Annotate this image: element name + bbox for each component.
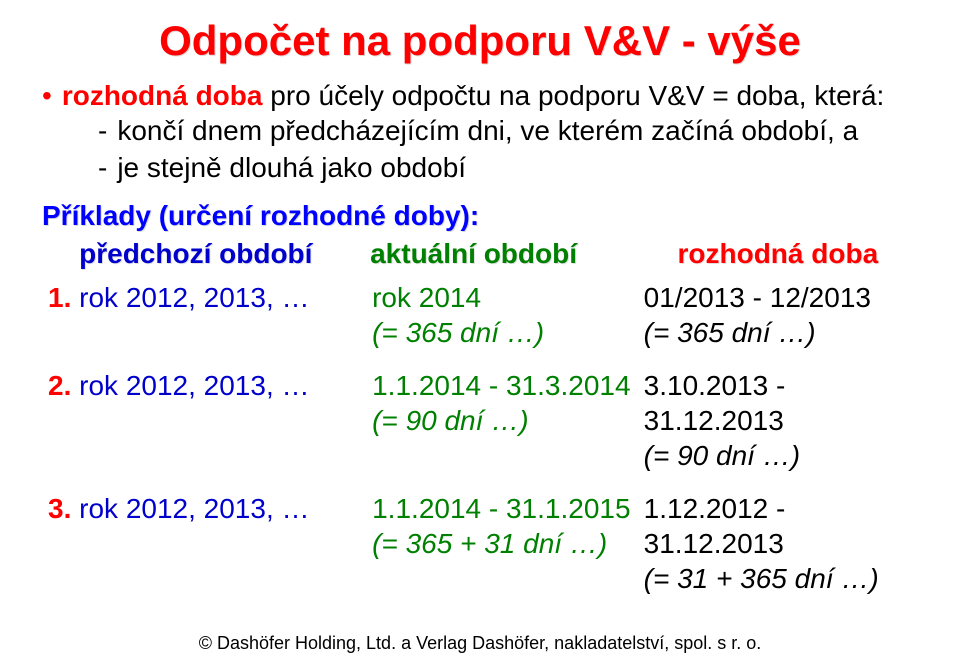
slide-title: Odpočet na podporu V&V - výše bbox=[42, 18, 918, 64]
cell-cur: rok 2014 (= 365 dní …) bbox=[366, 276, 638, 364]
slide-root: Odpočet na podporu V&V - výše • rozhodná… bbox=[0, 0, 960, 672]
cell-dec-line2: (= 31 + 365 dní …) bbox=[644, 563, 879, 594]
sub-list: -končí dnem předcházejícím dni, ve které… bbox=[98, 113, 918, 186]
cell-cur-line2: (= 90 dní …) bbox=[372, 405, 528, 436]
cell-cur-line1: 1.1.2014 - 31.3.2014 bbox=[372, 370, 630, 401]
col-header-prev-text: předchozí období bbox=[79, 238, 312, 269]
sub-item: -je stejně dlouhá jako období bbox=[98, 150, 918, 186]
dash-icon: - bbox=[98, 152, 107, 183]
cell-cur-line2: (= 365 + 31 dní …) bbox=[372, 528, 607, 559]
footer-copyright: © Dashöfer Holding, Ltd. a Verlag Dashöf… bbox=[0, 633, 960, 654]
cell-cur-line1: 1.1.2014 - 31.1.2015 bbox=[372, 493, 630, 524]
bullet-marker: • bbox=[42, 82, 52, 110]
table-row: 2. rok 2012, 2013, … 1.1.2014 - 31.3.201… bbox=[42, 364, 918, 487]
cell-dec: 3.10.2013 - 31.12.2013 (= 90 dní …) bbox=[638, 364, 918, 487]
row-index: 2. bbox=[48, 370, 71, 401]
cell-dec-line1: 01/2013 - 12/2013 bbox=[644, 282, 871, 313]
bullet-text: rozhodná doba pro účely odpočtu na podpo… bbox=[62, 78, 885, 113]
cell-cur: 1.1.2014 - 31.1.2015 (= 365 + 31 dní …) bbox=[366, 487, 638, 610]
bullet-lead-red: rozhodná doba bbox=[62, 80, 263, 111]
cell-cur-line1: rok 2014 bbox=[372, 282, 481, 313]
sub-item: -končí dnem předcházejícím dni, ve které… bbox=[98, 113, 918, 149]
cell-prev: 2. rok 2012, 2013, … bbox=[42, 364, 366, 487]
cell-cur: 1.1.2014 - 31.3.2014 (= 90 dní …) bbox=[366, 364, 638, 487]
cell-dec: 1.12.2012 - 31.12.2013 (= 31 + 365 dní …… bbox=[638, 487, 918, 610]
cell-prev-text: rok 2012, 2013, … bbox=[79, 493, 309, 524]
cell-dec: 01/2013 - 12/2013 (= 365 dní …) bbox=[638, 276, 918, 364]
cell-prev-text: rok 2012, 2013, … bbox=[79, 370, 309, 401]
cell-dec-line1: 3.10.2013 - 31.12.2013 bbox=[644, 370, 786, 436]
sub-item-text: je stejně dlouhá jako období bbox=[117, 152, 466, 183]
cell-prev: 1. rok 2012, 2013, … bbox=[42, 276, 366, 364]
cell-cur-line2: (= 365 dní …) bbox=[372, 317, 544, 348]
cell-prev: 3. rok 2012, 2013, … bbox=[42, 487, 366, 610]
examples-table: předchozí období aktuální období rozhodn… bbox=[42, 236, 918, 610]
table-row: 3. rok 2012, 2013, … 1.1.2014 - 31.1.201… bbox=[42, 487, 918, 610]
col-header-dec: rozhodná doba bbox=[638, 236, 918, 276]
table-row: 1. rok 2012, 2013, … rok 2014 (= 365 dní… bbox=[42, 276, 918, 364]
cell-prev-text: rok 2012, 2013, … bbox=[79, 282, 309, 313]
col-header-cur: aktuální období bbox=[366, 236, 638, 276]
cell-dec-line2: (= 90 dní …) bbox=[644, 440, 800, 471]
row-index: 1. bbox=[48, 282, 71, 313]
examples-heading: Příklady (určení rozhodné doby): bbox=[42, 200, 918, 232]
row-index: 3. bbox=[48, 493, 71, 524]
cell-dec-line2: (= 365 dní …) bbox=[644, 317, 816, 348]
cell-dec-line1: 1.12.2012 - 31.12.2013 bbox=[644, 493, 786, 559]
bullet-rest: pro účely odpočtu na podporu V&V = doba,… bbox=[262, 80, 884, 111]
main-bullet: • rozhodná doba pro účely odpočtu na pod… bbox=[42, 78, 918, 113]
sub-item-text: končí dnem předcházejícím dni, ve kterém… bbox=[117, 115, 858, 146]
dash-icon: - bbox=[98, 115, 107, 146]
col-header-prev: předchozí období bbox=[42, 236, 366, 276]
table-header-row: předchozí období aktuální období rozhodn… bbox=[42, 236, 918, 276]
